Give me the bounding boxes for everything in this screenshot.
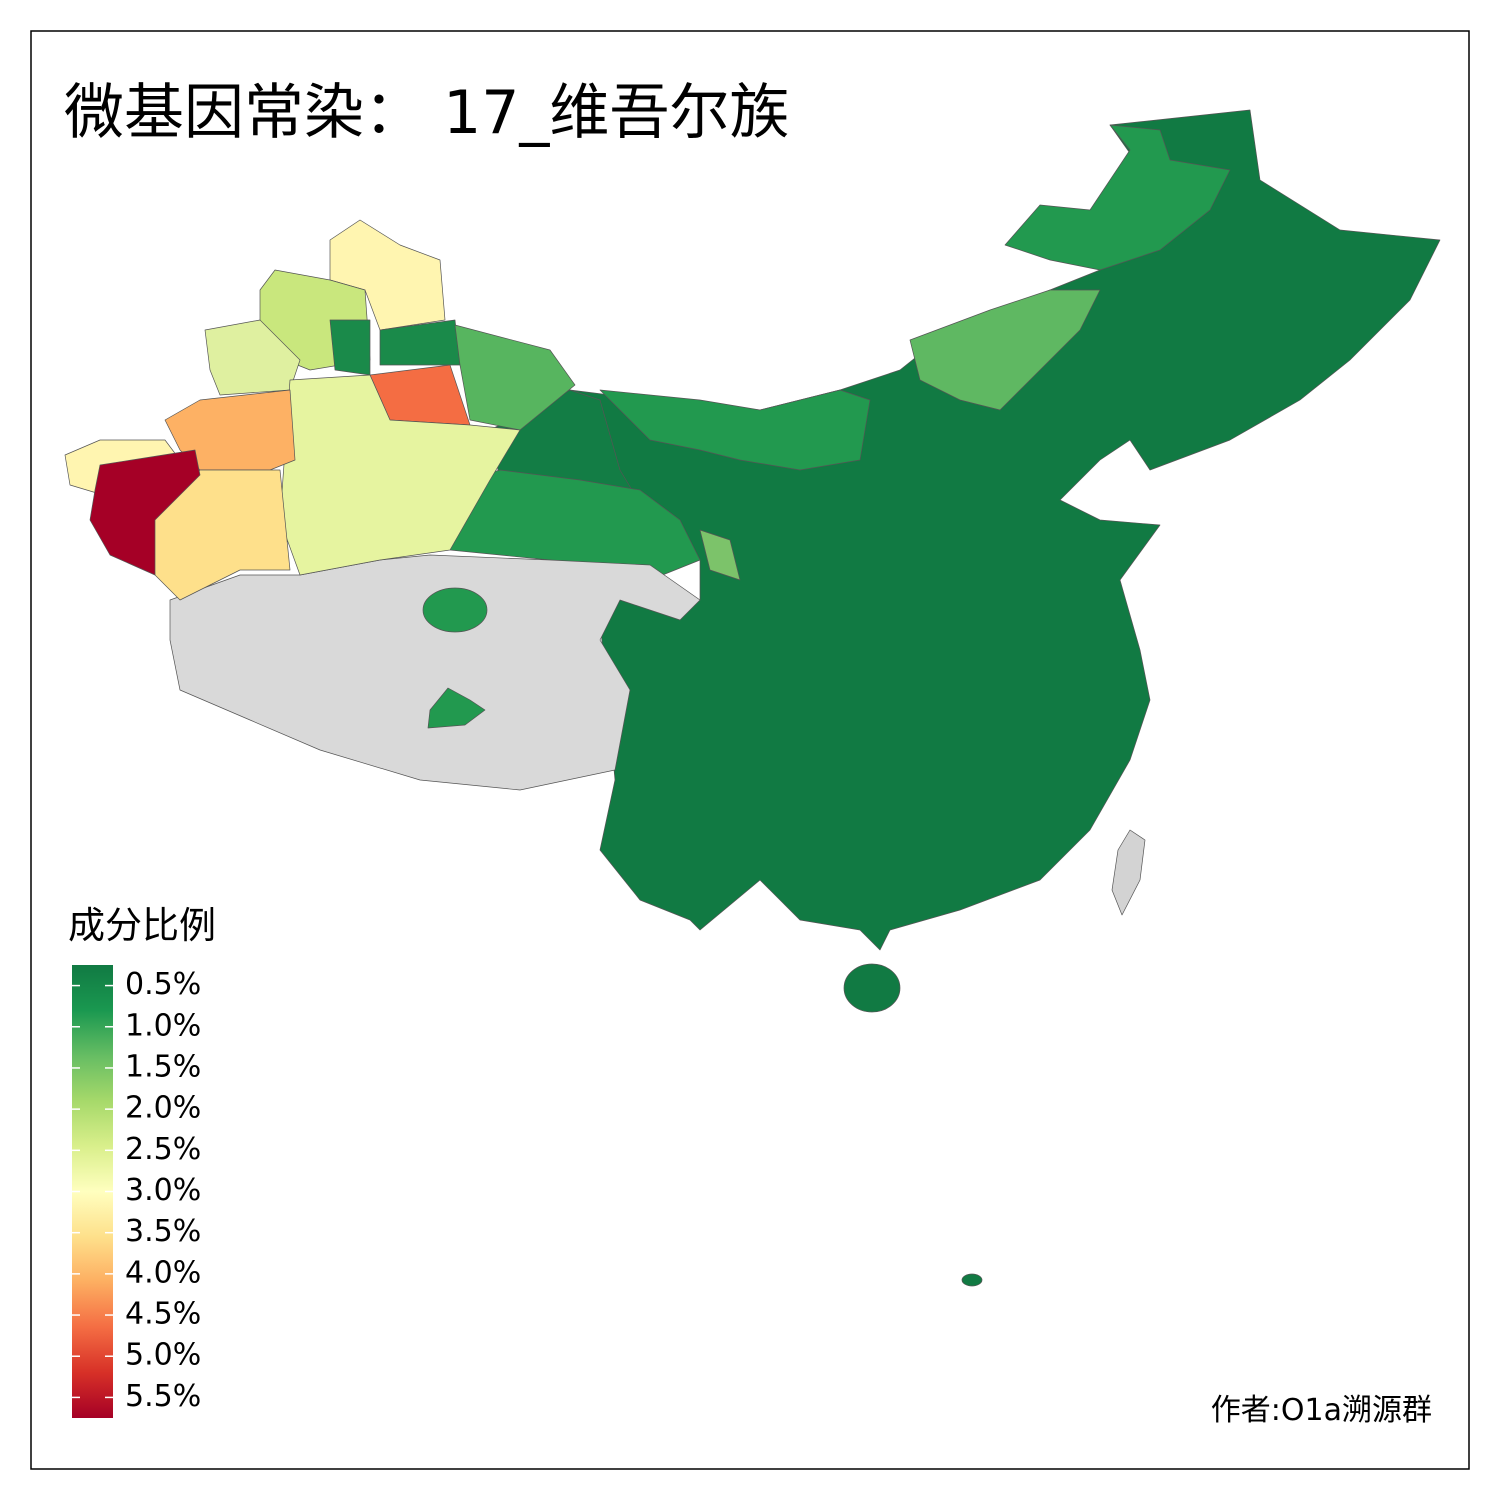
legend-label: 0.5% <box>125 967 201 1002</box>
region <box>89 449 201 576</box>
legend: 0.5% 1.0% 1.5% 2.0% 2.5% 3.0% 3.5% 4.0% 4.5% 5.0%… <box>72 965 201 1418</box>
region <box>429 469 701 581</box>
legend-label: 5.5% <box>125 1379 201 1414</box>
region <box>699 529 741 581</box>
legend-label: 3.0% <box>125 1173 201 1208</box>
region <box>169 554 701 791</box>
region <box>961 1273 983 1287</box>
region <box>1004 124 1231 271</box>
region <box>1111 829 1146 916</box>
region <box>427 687 486 729</box>
region <box>422 587 488 633</box>
legend-label: 2.5% <box>125 1132 201 1167</box>
credit: 作者:O1a溯源群 <box>1211 1393 1432 1428</box>
region <box>909 289 1101 411</box>
region <box>329 319 371 376</box>
legend-label: 3.5% <box>125 1214 201 1249</box>
legend-label: 4.0% <box>125 1255 201 1290</box>
legend-label: 5.0% <box>125 1338 201 1373</box>
legend-label: 4.5% <box>125 1297 201 1332</box>
legend-label: 1.5% <box>125 1049 201 1084</box>
map <box>64 109 1441 1287</box>
region <box>599 389 871 471</box>
legend-label: 1.0% <box>125 1008 201 1043</box>
region <box>279 374 521 576</box>
map-title: 微基因常染： 17_维吾尔族 <box>64 78 789 148</box>
legend-title: 成分比例 <box>68 904 216 947</box>
legend-label: 2.0% <box>125 1091 201 1126</box>
region <box>843 963 901 1013</box>
